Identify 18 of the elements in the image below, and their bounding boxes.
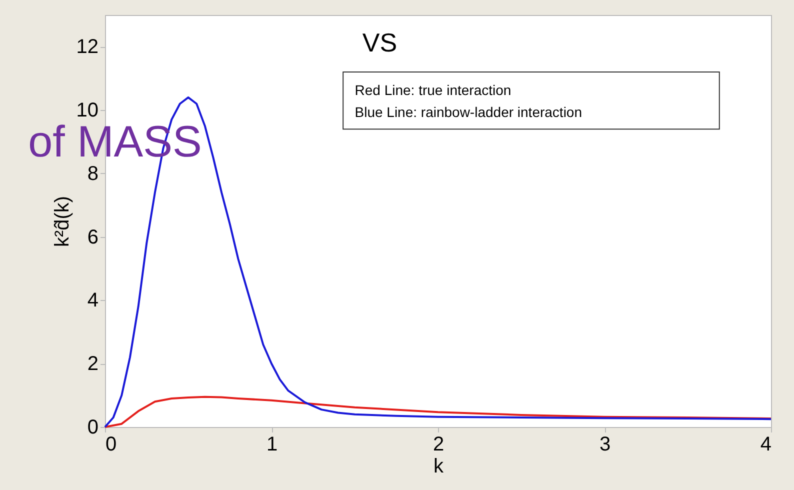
x-tick-label: 1 (266, 434, 278, 456)
annotation: Blue Line: rainbow-ladder interaction (354, 104, 582, 120)
annotation: Red Line: true interaction (354, 82, 512, 98)
x-axis-title: k (434, 456, 444, 478)
y-tick-label: 2 (87, 353, 98, 376)
y-tick-label: 8 (87, 162, 98, 185)
y-tick-label: 0 (87, 416, 98, 438)
y-tick-label: 4 (87, 290, 98, 312)
x-tick-label: 4 (760, 434, 772, 456)
y-tick-label: 6 (87, 226, 98, 248)
x-tick-label: 2 (432, 434, 444, 456)
line-series (104, 396, 772, 428)
x-tick-label: 0 (106, 434, 117, 456)
x-tick-label: 3 (599, 434, 611, 456)
y-axis-title: k²d̂(k) (51, 196, 74, 248)
y-tick-label: 10 (76, 100, 98, 122)
y-tick-label: 12 (76, 36, 98, 58)
annotation: VS (362, 28, 398, 58)
